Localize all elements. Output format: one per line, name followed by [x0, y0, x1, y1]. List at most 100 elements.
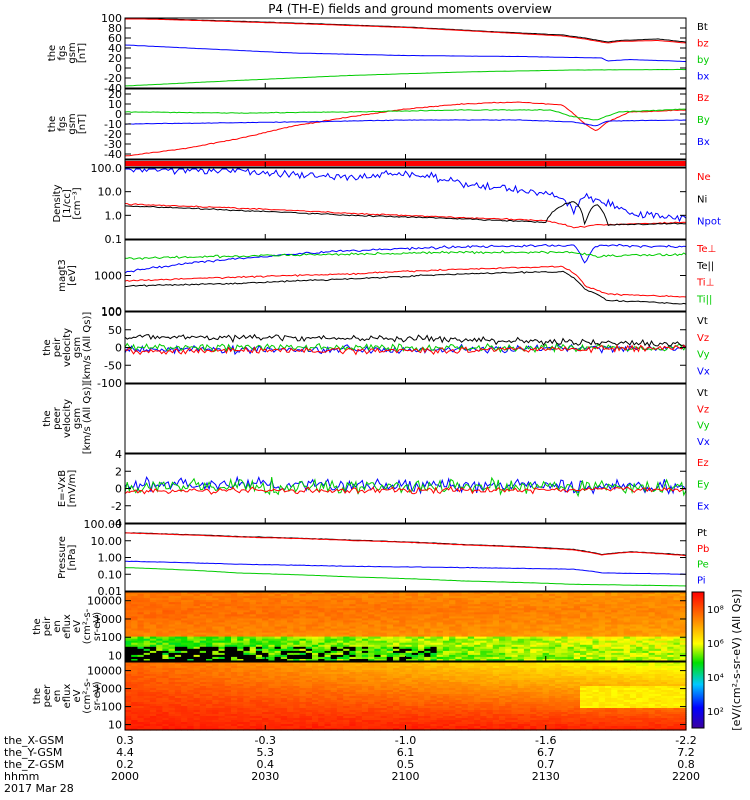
- heatmap-cell: [143, 592, 151, 595]
- heatmap-cell: [255, 596, 263, 599]
- heatmap-cell: [149, 720, 157, 723]
- heatmap-cell: [218, 688, 226, 691]
- heatmap-cell: [212, 618, 220, 621]
- heatmap-cell: [648, 618, 656, 621]
- heatmap-cell: [374, 724, 382, 727]
- heatmap-cell: [125, 626, 132, 630]
- heatmap-cell: [349, 646, 357, 650]
- heatmap-cell: [299, 678, 307, 681]
- heatmap-cell: [361, 700, 369, 703]
- heatmap-cell: [143, 710, 151, 713]
- heatmap-cell: [536, 659, 544, 662]
- heatmap-cell: [255, 632, 263, 636]
- heatmap-cell: [405, 664, 413, 667]
- heatmap-cell: [243, 668, 251, 671]
- heatmap-cell: [636, 616, 643, 619]
- heatmap-cell: [679, 600, 687, 603]
- heatmap-cell: [623, 616, 631, 619]
- heatmap-cell: [361, 674, 369, 677]
- heatmap-cell: [149, 708, 157, 711]
- y-tick-label: -40: [104, 148, 122, 161]
- heatmap-cell: [467, 614, 475, 617]
- heatmap-cell: [380, 700, 388, 703]
- heatmap-cell: [162, 714, 170, 717]
- heatmap-cell: [318, 704, 325, 707]
- heatmap-cell: [530, 652, 537, 656]
- heatmap-cell: [336, 666, 344, 669]
- heatmap-cell: [598, 628, 606, 632]
- heatmap-cell: [149, 616, 157, 619]
- heatmap-cell: [262, 714, 269, 717]
- heatmap-cell: [349, 722, 357, 725]
- heatmap-cell: [168, 670, 176, 673]
- heatmap-cell: [287, 700, 294, 703]
- heatmap-cell: [187, 700, 195, 703]
- heatmap-cell: [642, 592, 650, 595]
- heatmap-cell: [555, 620, 562, 623]
- heatmap-cell: [343, 594, 350, 597]
- heatmap-cell: [262, 606, 269, 609]
- heatmap-cell: [231, 659, 238, 662]
- heatmap-cell: [224, 666, 232, 669]
- heatmap-cell: [542, 602, 550, 605]
- heatmap-cell: [474, 596, 481, 599]
- heatmap-cell: [287, 710, 294, 713]
- heatmap-cell: [280, 718, 288, 721]
- heatmap-cell: [174, 600, 182, 603]
- heatmap-cell: [312, 620, 319, 623]
- heatmap-cell: [255, 728, 263, 731]
- heatmap-cell: [193, 648, 201, 652]
- heatmap-cell: [168, 608, 176, 611]
- heatmap-cell: [312, 706, 319, 709]
- heatmap-cell: [193, 724, 201, 727]
- heatmap-cell: [667, 642, 675, 646]
- heatmap-cell: [243, 728, 251, 731]
- heatmap-cell: [393, 642, 400, 646]
- heatmap-cell: [318, 726, 325, 729]
- heatmap-cell: [368, 618, 375, 621]
- heatmap-cell: [156, 612, 163, 615]
- heatmap-cell: [449, 624, 456, 628]
- heatmap-cell: [386, 694, 394, 697]
- heatmap-cell: [199, 632, 207, 636]
- legend-item-Ey: Ey: [697, 480, 709, 491]
- heatmap-cell: [193, 656, 201, 660]
- heatmap-cell: [168, 604, 176, 607]
- heatmap-cell: [287, 606, 294, 609]
- heatmap-cell: [361, 659, 369, 662]
- y-tick-label: 10000: [87, 595, 122, 608]
- heatmap-cell: [561, 638, 569, 642]
- heatmap-cell: [386, 666, 394, 669]
- heatmap-cell: [274, 700, 282, 703]
- heatmap-cell: [380, 724, 388, 727]
- heatmap-cell: [393, 628, 400, 632]
- heatmap-cell: [237, 716, 244, 719]
- heatmap-cell: [567, 630, 575, 634]
- heatmap-cell: [548, 656, 556, 660]
- chart-title: P4 (TH-E) fields and ground moments over…: [268, 2, 552, 16]
- heatmap-cell: [480, 614, 488, 617]
- heatmap-cell: [623, 648, 631, 652]
- heatmap-cell: [218, 648, 226, 652]
- y-axis-label: sr-eV): [92, 612, 103, 641]
- heatmap-cell: [405, 726, 413, 729]
- heatmap-cell: [224, 700, 232, 703]
- heatmap-cell: [605, 630, 612, 634]
- heatmap-cell: [199, 690, 207, 693]
- heatmap-cell: [430, 606, 438, 609]
- y-axis-label: [nPa]: [67, 544, 78, 570]
- heatmap-cell: [343, 620, 350, 623]
- heatmap-cell: [224, 596, 232, 599]
- heatmap-cell: [511, 648, 519, 652]
- heatmap-cell: [293, 700, 301, 703]
- heatmap-cell: [224, 696, 232, 699]
- heatmap-cell: [174, 668, 182, 671]
- heatmap-cell: [274, 636, 282, 640]
- heatmap-cell: [187, 618, 195, 621]
- heatmap-cell: [405, 646, 413, 650]
- heatmap-cell: [262, 720, 269, 723]
- heatmap-cell: [399, 592, 407, 595]
- heatmap-cell: [592, 659, 600, 662]
- heatmap-cell: [430, 598, 438, 601]
- heatmap-cell: [361, 686, 369, 689]
